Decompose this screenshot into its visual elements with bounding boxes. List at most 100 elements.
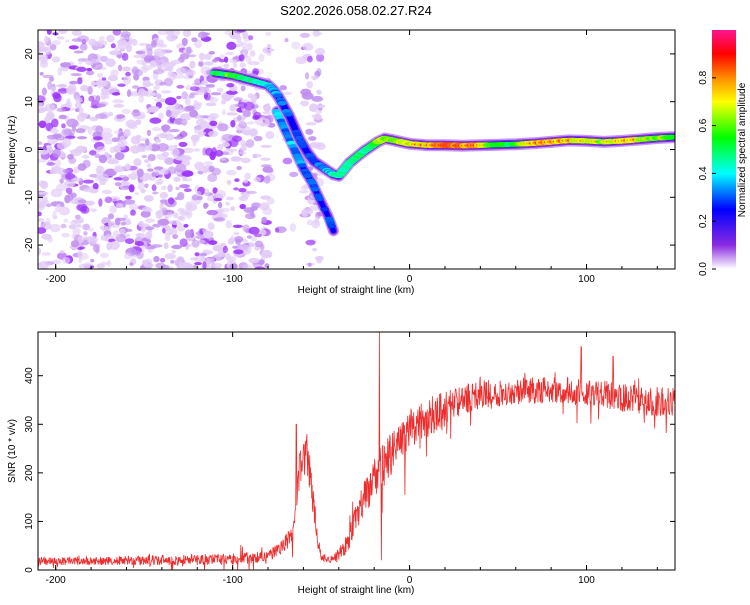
noise-speck bbox=[226, 179, 232, 185]
noise-speck bbox=[141, 154, 148, 159]
noise-speck bbox=[183, 188, 192, 193]
noise-speck bbox=[238, 151, 247, 155]
noise-speck bbox=[80, 84, 89, 92]
noise-speck bbox=[153, 85, 160, 91]
noise-speck bbox=[123, 199, 136, 205]
noise-speck bbox=[106, 34, 115, 43]
noise-speck bbox=[38, 261, 50, 269]
noise-speck bbox=[154, 181, 163, 185]
noise-speck bbox=[249, 128, 258, 137]
noise-speck bbox=[201, 80, 208, 86]
noise-speck bbox=[83, 231, 88, 236]
noise-speck bbox=[61, 233, 70, 238]
noise-speck bbox=[236, 165, 242, 171]
noise-speck bbox=[315, 256, 323, 264]
noise-speck bbox=[126, 89, 132, 97]
noise-speck bbox=[170, 259, 175, 264]
noise-speck bbox=[305, 122, 317, 126]
noise-speck bbox=[260, 164, 272, 168]
noise-speck bbox=[177, 156, 189, 162]
noise-speck bbox=[224, 30, 232, 36]
noise-speck bbox=[248, 35, 254, 41]
noise-speck bbox=[194, 262, 202, 266]
noise-speck bbox=[96, 103, 106, 107]
noise-speck bbox=[152, 69, 165, 75]
snr-axes: -200 -100 0 100 0 100 200 300 400 bbox=[24, 332, 675, 586]
noise-speck bbox=[227, 258, 234, 263]
noise-speck bbox=[217, 246, 223, 255]
noise-speck bbox=[97, 73, 103, 78]
noise-speck bbox=[95, 41, 104, 48]
noise-speck bbox=[259, 243, 265, 251]
noise-speck bbox=[141, 90, 150, 97]
noise-speck bbox=[249, 206, 258, 211]
noise-speck bbox=[215, 190, 227, 199]
noise-speck bbox=[242, 224, 250, 233]
noise-speck bbox=[52, 210, 57, 220]
noise-speck bbox=[75, 214, 81, 220]
noise-speck bbox=[265, 31, 272, 37]
noise-speck bbox=[217, 201, 223, 209]
noise-speck bbox=[95, 95, 101, 103]
noise-speck bbox=[83, 236, 90, 240]
noise-speck bbox=[130, 209, 136, 216]
noise-speck bbox=[217, 143, 224, 151]
noise-speck bbox=[260, 157, 271, 161]
noise-speck bbox=[146, 163, 152, 168]
noise-speck bbox=[117, 64, 123, 72]
noise-speck bbox=[258, 259, 265, 265]
noise-speck bbox=[209, 120, 218, 127]
noise-speck bbox=[306, 80, 314, 89]
noise-speck bbox=[218, 59, 226, 63]
noise-speck bbox=[190, 86, 200, 92]
noise-speck bbox=[179, 184, 191, 189]
noise-speck bbox=[242, 110, 251, 118]
noise-speck bbox=[141, 259, 149, 265]
noise-speck bbox=[309, 103, 318, 112]
ridge-core bbox=[315, 196, 324, 202]
noise-speck bbox=[221, 99, 226, 105]
noise-speck bbox=[186, 46, 192, 55]
noise-speck bbox=[188, 94, 195, 99]
noise-speck bbox=[125, 71, 131, 77]
noise-speck bbox=[38, 211, 42, 217]
noise-speck bbox=[230, 235, 235, 244]
noise-speck bbox=[114, 182, 122, 187]
noise-speck bbox=[75, 98, 83, 103]
noise-speck bbox=[171, 148, 180, 158]
noise-speck bbox=[207, 173, 218, 182]
noise-speck bbox=[45, 144, 53, 152]
noise-speck bbox=[181, 37, 188, 47]
noise-speck bbox=[77, 246, 83, 251]
noise-speck bbox=[217, 123, 229, 132]
noise-speck bbox=[253, 111, 262, 120]
noise-speck bbox=[76, 136, 88, 140]
noise-speck bbox=[284, 37, 289, 43]
noise-speck bbox=[165, 133, 174, 141]
x-tick-label: 100 bbox=[578, 575, 595, 586]
ridge-core bbox=[299, 143, 308, 149]
noise-speck bbox=[145, 43, 153, 51]
noise-speck bbox=[158, 174, 163, 178]
noise-speck bbox=[147, 168, 154, 172]
noise-speck bbox=[111, 137, 120, 143]
noise-speck bbox=[157, 30, 169, 36]
ridge-core bbox=[292, 131, 302, 137]
noise-speck bbox=[229, 58, 238, 64]
noise-speck bbox=[124, 220, 132, 225]
noise-speck bbox=[146, 129, 152, 137]
noise-speck bbox=[216, 87, 224, 93]
noise-speck bbox=[191, 239, 200, 248]
noise-speck bbox=[259, 229, 267, 236]
noise-speck bbox=[314, 216, 319, 225]
noise-speck bbox=[193, 126, 204, 135]
ridge-core bbox=[666, 134, 675, 140]
noise-speck bbox=[233, 249, 244, 255]
noise-speck bbox=[174, 197, 180, 200]
noise-speck bbox=[300, 100, 310, 107]
noise-speck bbox=[266, 197, 275, 205]
noise-speck bbox=[123, 214, 128, 219]
ridge-core bbox=[273, 93, 283, 98]
noise-speck bbox=[68, 224, 77, 230]
noise-speck bbox=[125, 43, 133, 53]
